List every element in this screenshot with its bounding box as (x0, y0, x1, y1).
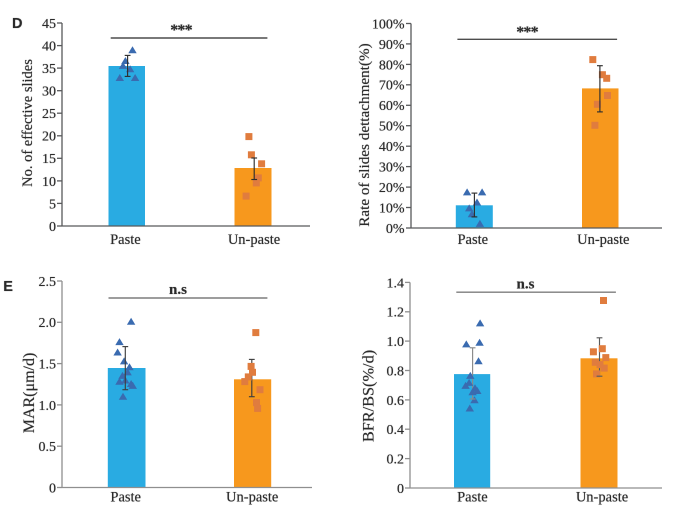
svg-text:1.0: 1.0 (39, 399, 57, 414)
svg-text:Un-paste: Un-paste (226, 490, 278, 506)
svg-text:10: 10 (42, 175, 56, 190)
svg-text:2.0: 2.0 (39, 316, 57, 331)
svg-text:40%: 40% (379, 140, 405, 155)
svg-text:90%: 90% (379, 38, 405, 53)
svg-text:Paste: Paste (110, 232, 141, 248)
svg-text:100%: 100% (372, 17, 405, 32)
svg-text:n.s: n.s (517, 277, 535, 293)
svg-text:No. of effective slides: No. of effective slides (20, 59, 36, 187)
svg-text:35: 35 (42, 62, 56, 77)
svg-text:Un-paste: Un-paste (576, 490, 628, 506)
svg-text:1.4: 1.4 (387, 276, 405, 291)
svg-text:1.5: 1.5 (39, 358, 57, 373)
svg-text:D: D (12, 16, 22, 32)
svg-text:5: 5 (49, 197, 56, 212)
svg-text:80%: 80% (379, 58, 405, 73)
svg-text:15: 15 (42, 152, 56, 167)
svg-text:1.0: 1.0 (387, 335, 405, 350)
svg-text:0: 0 (397, 482, 404, 497)
svg-text:45: 45 (42, 17, 56, 32)
svg-text:0.8: 0.8 (387, 364, 405, 379)
svg-text:60%: 60% (379, 99, 405, 114)
svg-text:***: *** (170, 22, 192, 39)
svg-text:Paste: Paste (110, 490, 141, 506)
svg-text:n.s: n.s (169, 282, 187, 298)
svg-text:Un-paste: Un-paste (228, 232, 280, 248)
svg-text:MAR(μm/d): MAR(μm/d) (21, 353, 38, 434)
svg-text:Paste: Paste (457, 490, 488, 506)
svg-text:BFR/BS(%/d): BFR/BS(%/d) (359, 350, 378, 442)
svg-text:***: *** (516, 24, 538, 41)
svg-text:25: 25 (42, 107, 56, 122)
svg-text:10%: 10% (379, 201, 405, 216)
svg-text:Rate of slides dettachment(%): Rate of slides dettachment(%) (356, 43, 373, 226)
svg-text:0.5: 0.5 (39, 440, 57, 455)
svg-text:0%: 0% (386, 222, 405, 237)
svg-text:Un-paste: Un-paste (577, 232, 629, 248)
svg-text:30: 30 (42, 85, 56, 100)
svg-text:0: 0 (49, 481, 56, 496)
svg-text:Paste: Paste (457, 232, 488, 248)
svg-text:E: E (3, 279, 13, 295)
svg-text:30%: 30% (379, 161, 405, 176)
svg-text:50%: 50% (379, 120, 405, 135)
svg-text:0.2: 0.2 (387, 453, 405, 468)
svg-text:20: 20 (42, 130, 56, 145)
svg-text:1.2: 1.2 (387, 306, 405, 321)
svg-text:70%: 70% (379, 79, 405, 94)
svg-text:0: 0 (49, 220, 56, 235)
svg-text:20%: 20% (379, 181, 405, 196)
svg-text:2.5: 2.5 (39, 275, 57, 290)
svg-text:40: 40 (42, 40, 56, 55)
svg-text:0.4: 0.4 (387, 423, 405, 438)
svg-text:0.6: 0.6 (387, 394, 405, 409)
